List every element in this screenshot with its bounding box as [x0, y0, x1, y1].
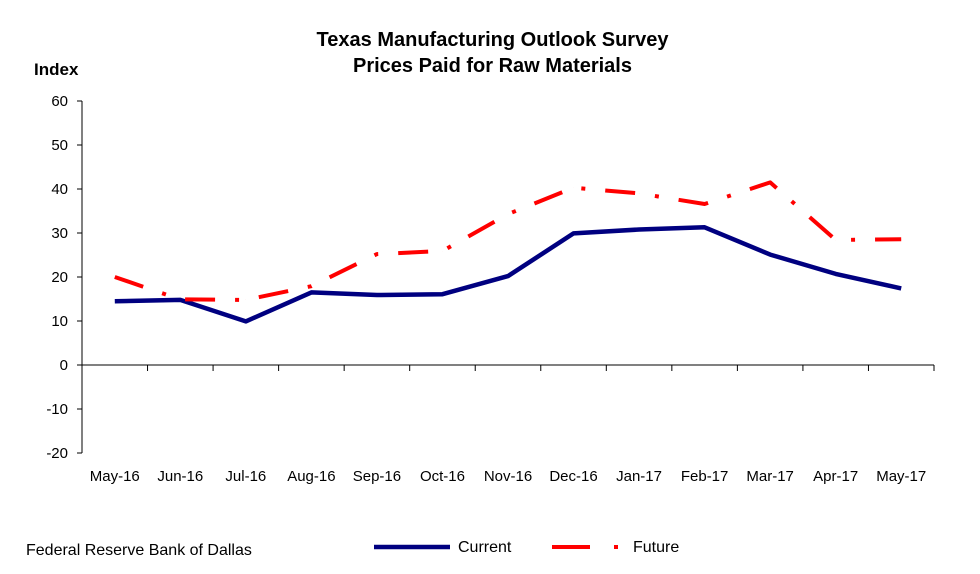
series-line-current — [114, 225, 902, 324]
x-tick-label: Apr-17 — [813, 468, 858, 485]
y-tick-label: 10 — [51, 313, 68, 330]
x-tick-label: Sep-16 — [353, 468, 401, 485]
x-tick-label: Jul-16 — [225, 468, 266, 485]
x-tick-label: Oct-16 — [420, 468, 465, 485]
y-tick-label: 0 — [60, 357, 68, 374]
y-tick-label: -10 — [46, 401, 68, 418]
series-line-future — [114, 180, 902, 302]
x-tick-label: Aug-16 — [287, 468, 335, 485]
x-tick-label: Mar-17 — [746, 468, 794, 485]
legend-label-future: Future — [633, 539, 679, 556]
y-tick-label: 60 — [51, 93, 68, 110]
x-tick-label: May-16 — [90, 468, 140, 485]
x-tick-label: Nov-16 — [484, 468, 532, 485]
y-tick-label: 50 — [51, 137, 68, 154]
x-tick-label: May-17 — [876, 468, 926, 485]
y-tick-label: 40 — [51, 181, 68, 198]
y-tick-label: -20 — [46, 445, 68, 462]
chart-subtitle: Prices Paid for Raw Materials — [352, 55, 632, 77]
y-tick-label: 20 — [51, 269, 68, 286]
legend-label-current: Current — [458, 539, 512, 556]
y-tick-label: 30 — [51, 225, 68, 242]
x-tick-label: Dec-16 — [549, 468, 597, 485]
chart-title: Texas Manufacturing Outlook Survey — [316, 29, 669, 51]
y-axis-label: Index — [34, 60, 79, 79]
x-tick-label: Feb-17 — [681, 468, 729, 485]
x-tick-label: Jun-16 — [157, 468, 203, 485]
x-tick-label: Jan-17 — [616, 468, 662, 485]
source-note: Federal Reserve Bank of Dallas — [26, 542, 252, 559]
